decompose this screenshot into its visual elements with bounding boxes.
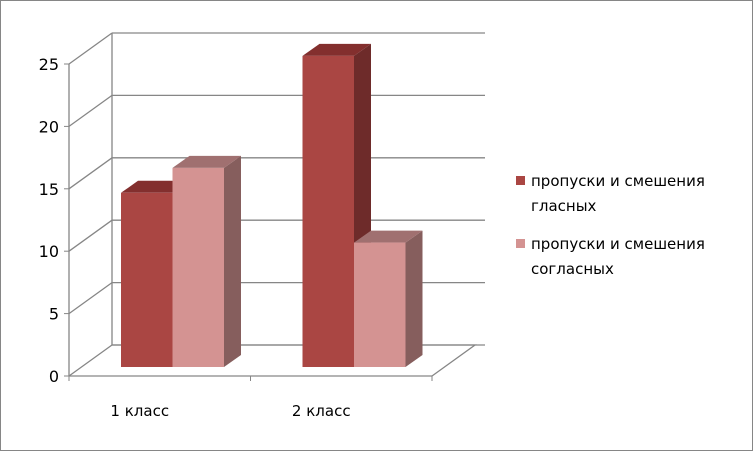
y-tick-label: 5 [49,305,59,324]
x-tick-label: 1 класс [110,402,169,420]
bar-front [302,55,354,367]
bar-front [354,242,406,367]
x-tick-label: 2 класс [292,402,351,420]
y-tick-label: 10 [39,242,59,261]
legend-label: согласных [531,260,614,278]
bar [354,230,423,367]
legend-swatch [516,176,525,185]
gridline-side [68,32,113,65]
gridline-side [68,282,113,315]
bar-front [121,192,173,367]
bar-top [172,155,241,168]
gridline-side [68,219,113,252]
gridline-side [68,157,113,190]
y-tick-label: 15 [39,180,59,199]
bar-top [302,43,371,56]
legend-label: гласных [531,197,597,215]
legend-label: пропуски и смешения [531,172,705,190]
bar-side [224,155,241,367]
bar-front [172,167,224,367]
bar [172,155,241,367]
y-tick-label: 25 [39,55,59,74]
y-tick-label: 0 [49,367,59,386]
bar-top [121,180,190,193]
y-tick-label: 20 [39,117,59,136]
legend-label: пропуски и смешения [531,235,705,253]
bar-top [354,230,423,243]
gridline-side [68,94,113,127]
legend-swatch [516,239,525,248]
bar-side [405,230,423,367]
